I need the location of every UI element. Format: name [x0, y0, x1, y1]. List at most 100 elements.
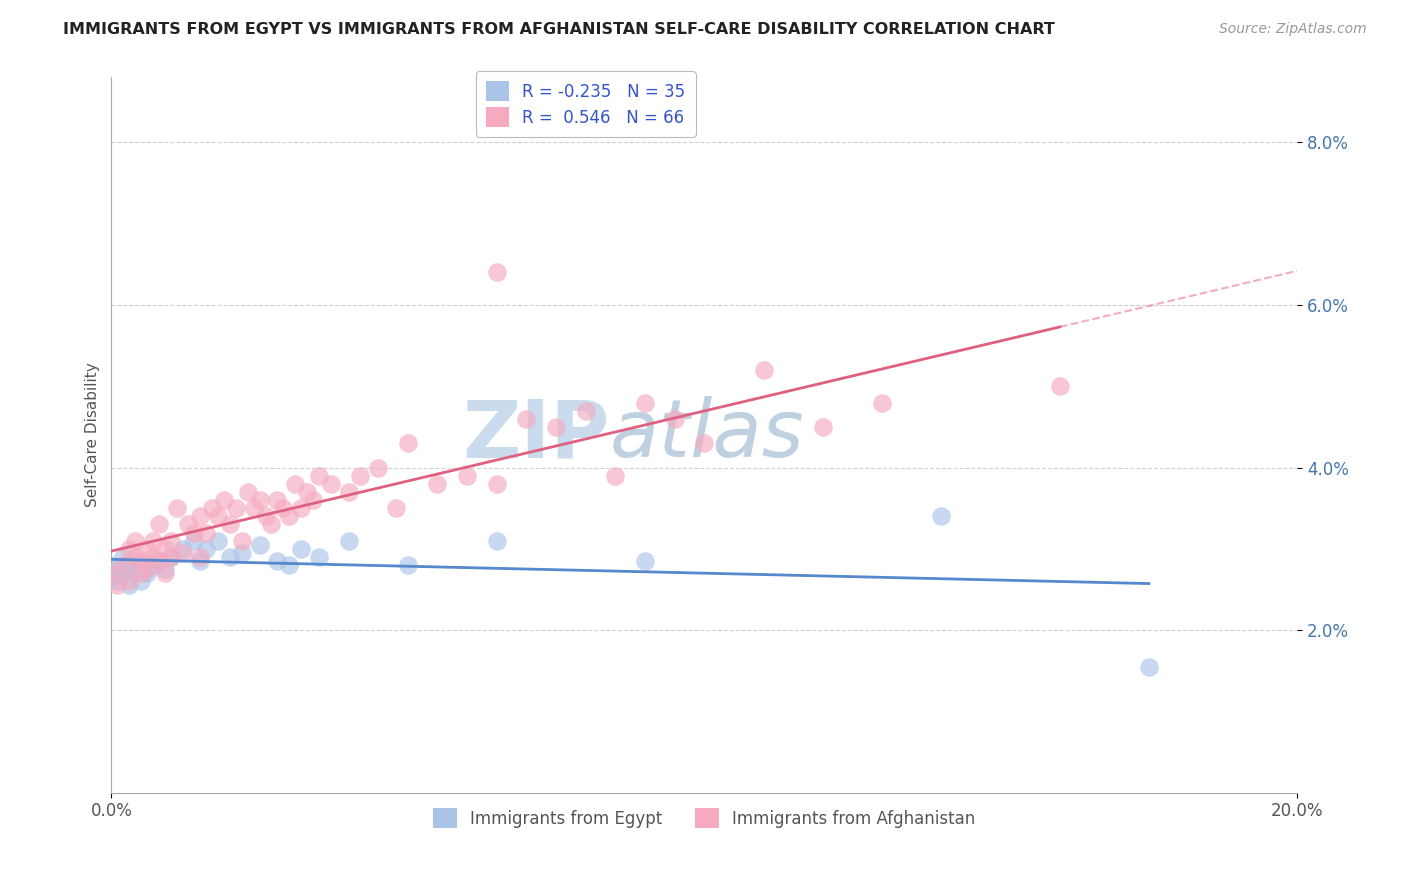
Point [153, 541, 176, 556]
Point [931, 509, 953, 524]
Point [124, 549, 146, 564]
Point [515, 411, 537, 425]
Point [112, 566, 135, 581]
Point [249, 538, 271, 552]
Point [1137, 659, 1160, 673]
Point [118, 578, 141, 592]
Point [177, 517, 200, 532]
Point [485, 533, 508, 548]
Point [148, 554, 170, 568]
Point [308, 468, 330, 483]
Point [219, 517, 242, 532]
Point [544, 420, 567, 434]
Point [396, 558, 419, 573]
Point [159, 533, 181, 548]
Point [284, 476, 307, 491]
Point [605, 468, 627, 483]
Point [337, 485, 360, 500]
Point [100, 566, 122, 581]
Point [295, 485, 318, 500]
Point [100, 558, 122, 573]
Point [367, 460, 389, 475]
Point [337, 533, 360, 548]
Point [485, 265, 508, 279]
Point [426, 476, 449, 491]
Point [124, 533, 146, 548]
Point [242, 501, 264, 516]
Point [129, 562, 152, 576]
Point [273, 501, 295, 516]
Point [142, 533, 165, 548]
Legend: Immigrants from Egypt, Immigrants from Afghanistan: Immigrants from Egypt, Immigrants from A… [426, 802, 981, 834]
Point [153, 562, 176, 576]
Point [112, 549, 135, 564]
Point [260, 517, 283, 532]
Point [153, 566, 176, 581]
Point [231, 546, 253, 560]
Point [231, 533, 253, 548]
Point [195, 541, 218, 556]
Point [266, 493, 288, 508]
Point [207, 509, 229, 524]
Point [752, 363, 775, 377]
Point [349, 468, 371, 483]
Point [811, 420, 834, 434]
Point [396, 436, 419, 450]
Point [159, 549, 181, 564]
Point [236, 485, 259, 500]
Point [302, 493, 325, 508]
Point [118, 558, 141, 573]
Point [319, 476, 342, 491]
Point [136, 562, 159, 576]
Point [129, 574, 152, 589]
Point [575, 403, 598, 417]
Point [219, 549, 242, 564]
Point [105, 574, 128, 589]
Point [136, 566, 159, 581]
Point [124, 566, 146, 581]
Point [172, 541, 194, 556]
Point [112, 558, 135, 573]
Point [308, 549, 330, 564]
Point [124, 554, 146, 568]
Point [456, 468, 478, 483]
Text: Source: ZipAtlas.com: Source: ZipAtlas.com [1219, 22, 1367, 37]
Point [195, 525, 218, 540]
Point [148, 554, 170, 568]
Point [485, 476, 508, 491]
Point [634, 395, 657, 409]
Point [225, 501, 247, 516]
Point [136, 541, 159, 556]
Point [664, 411, 686, 425]
Text: IMMIGRANTS FROM EGYPT VS IMMIGRANTS FROM AFGHANISTAN SELF-CARE DISABILITY CORREL: IMMIGRANTS FROM EGYPT VS IMMIGRANTS FROM… [63, 22, 1054, 37]
Point [166, 501, 188, 516]
Point [105, 562, 128, 576]
Point [159, 549, 181, 564]
Point [188, 554, 211, 568]
Point [142, 549, 165, 564]
Point [385, 501, 408, 516]
Point [188, 509, 211, 524]
Point [142, 558, 165, 573]
Point [693, 436, 716, 450]
Point [148, 517, 170, 532]
Point [118, 574, 141, 589]
Point [634, 554, 657, 568]
Point [183, 533, 205, 548]
Text: ZIP: ZIP [463, 396, 609, 474]
Point [207, 533, 229, 548]
Point [249, 493, 271, 508]
Point [290, 541, 312, 556]
Point [278, 509, 301, 524]
Point [100, 570, 122, 584]
Point [254, 509, 277, 524]
Point [129, 554, 152, 568]
Point [278, 558, 301, 573]
Point [118, 541, 141, 556]
Point [188, 549, 211, 564]
Y-axis label: Self-Care Disability: Self-Care Disability [86, 363, 100, 508]
Point [290, 501, 312, 516]
Point [129, 566, 152, 581]
Point [183, 525, 205, 540]
Point [1049, 379, 1071, 393]
